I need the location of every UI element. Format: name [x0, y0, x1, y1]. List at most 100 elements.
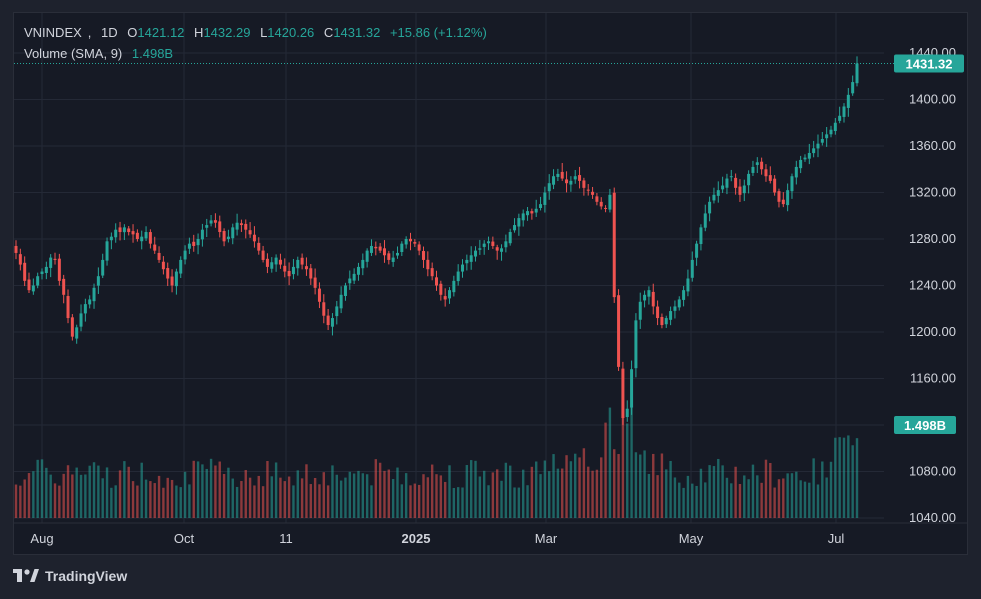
candle: [790, 173, 794, 199]
candle-body: [14, 245, 18, 253]
volume-bar: [712, 466, 716, 518]
candle-body: [660, 316, 664, 326]
candle-body: [755, 162, 759, 165]
candle-body: [682, 290, 686, 300]
candle: [699, 224, 703, 251]
candle-body: [114, 229, 118, 238]
volume-bar: [660, 453, 664, 518]
candle: [66, 289, 70, 324]
candle: [339, 286, 343, 314]
candle: [660, 313, 664, 329]
candle-body: [187, 243, 191, 249]
volume-bar: [838, 437, 841, 518]
candle: [209, 215, 213, 227]
candle: [31, 278, 35, 295]
candle: [664, 315, 668, 328]
candle-body: [556, 173, 560, 177]
volume-bar: [439, 475, 443, 518]
legend-interval[interactable]: 1D: [101, 25, 118, 40]
volume-legend-label[interactable]: Volume (SMA, 9): [24, 46, 123, 61]
volume-bar: [495, 469, 499, 518]
volume-bar: [522, 469, 525, 518]
candle: [153, 236, 157, 254]
candle-body: [833, 122, 837, 132]
candle: [14, 240, 18, 260]
volume-bar: [452, 487, 456, 518]
candle-body: [430, 268, 434, 277]
volume-bar: [318, 484, 321, 518]
candle-body: [170, 276, 174, 286]
candle-body: [209, 220, 213, 224]
volume-bar: [613, 449, 616, 518]
candle: [161, 256, 165, 275]
volume-bar: [36, 459, 39, 518]
candle-body: [560, 171, 564, 179]
candle-body: [812, 148, 816, 154]
volume-bar: [769, 463, 772, 518]
volume-bar: [287, 476, 291, 518]
candle-body: [23, 262, 27, 281]
candle: [127, 225, 131, 236]
candle: [408, 232, 412, 251]
volume-bar: [626, 423, 629, 518]
volume-bar: [539, 474, 542, 518]
candle: [183, 245, 187, 265]
candle-body: [625, 408, 629, 418]
candle: [474, 246, 478, 262]
volume-bar: [738, 483, 742, 518]
volume-bar: [331, 465, 334, 518]
volume-bar: [40, 459, 44, 518]
volume-legend-value: 1.498B: [131, 46, 174, 61]
candle-body: [768, 175, 772, 181]
candle: [387, 250, 391, 265]
volume-bar: [695, 485, 698, 518]
volume-bar: [296, 470, 299, 518]
volume-bar: [639, 454, 642, 518]
candle: [573, 169, 577, 184]
candle: [560, 162, 564, 181]
candle-body: [335, 306, 339, 317]
volume-bar: [795, 471, 798, 518]
candle-body: [569, 180, 573, 185]
volume-bar: [482, 470, 486, 518]
candle-body: [49, 257, 53, 268]
candle: [365, 248, 369, 268]
candle-body: [547, 183, 551, 192]
candle: [556, 168, 560, 182]
candle: [465, 254, 469, 271]
candle-body: [773, 178, 777, 193]
candle: [530, 208, 534, 220]
candle-body: [534, 208, 538, 213]
candle-body: [239, 223, 243, 226]
volume-bar: [448, 465, 451, 518]
volume-bar: [266, 460, 269, 518]
volume-bar: [14, 484, 18, 518]
volume-bar: [469, 460, 473, 518]
volume-bar: [422, 474, 425, 518]
candle-body: [127, 228, 131, 233]
legend-high: 1432.29: [203, 25, 251, 40]
candlestick-chart[interactable]: 1440.001400.001360.001320.001280.001240.…: [14, 13, 967, 554]
candle-body: [222, 230, 226, 242]
candle: [543, 186, 547, 213]
candle: [495, 244, 499, 260]
candle-body: [122, 227, 126, 233]
candle-body: [395, 252, 399, 256]
legend-close-label: C: [323, 25, 334, 40]
volume-bar: [604, 422, 607, 518]
candle-body: [790, 176, 794, 192]
candle-body: [482, 243, 486, 247]
candle-body: [721, 185, 725, 190]
candle: [135, 229, 139, 242]
candle: [829, 125, 833, 138]
volume-bar: [374, 459, 378, 518]
volume-bar: [227, 467, 230, 518]
legend-symbol[interactable]: VNINDEX: [24, 25, 82, 40]
tradingview-logo[interactable]: TradingView: [13, 568, 127, 584]
volume-bar: [756, 475, 759, 518]
candle: [174, 268, 178, 295]
candle-body: [690, 259, 694, 278]
candle: [335, 300, 339, 325]
candle-body: [842, 106, 846, 117]
y-tick-label: 1200.00: [909, 324, 956, 339]
